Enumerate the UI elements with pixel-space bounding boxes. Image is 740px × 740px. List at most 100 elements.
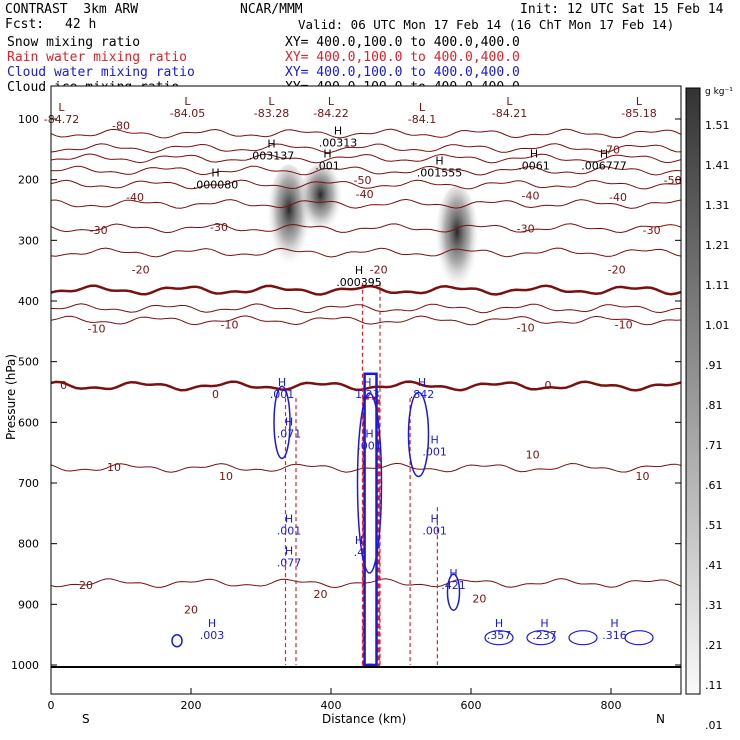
extremum-kind: L [636, 95, 643, 108]
extremum-11: H.0061 [518, 147, 550, 172]
cloud-water-surface-1 [526, 630, 556, 646]
x-tick-label-3: 600 [461, 699, 482, 712]
cloud-water-contour-1 [356, 392, 383, 574]
temperature-contour-11 [51, 380, 681, 392]
extremum-value: -84.05 [170, 107, 205, 120]
y-tick-label-5: 600 [18, 416, 39, 429]
y-tick-label-4: 500 [18, 356, 39, 369]
extremum-value: -84.1 [408, 113, 436, 126]
extremum-12: H.006777 [581, 147, 627, 172]
colorbar-unit: g kg⁻¹ [705, 87, 733, 97]
extremum-value: .00313 [319, 136, 358, 149]
y-tick-label-1: 200 [18, 174, 39, 187]
extremum-kind: H [530, 147, 538, 160]
y-tick-label-3: 400 [18, 295, 39, 308]
colorbar-label-15: .01 [705, 719, 723, 732]
contour-label-6: -40 [522, 190, 540, 203]
temperature-contour-10 [51, 315, 681, 326]
extremum-19: H.001 [357, 428, 382, 453]
colorbar-label-4: 1.11 [705, 279, 730, 292]
contour-label-9: -30 [210, 221, 228, 234]
org-label: NCAR/MMM [240, 2, 303, 17]
x-tick-label-1: 200 [181, 699, 202, 712]
contour-label-16: -10 [221, 318, 239, 331]
contour-label-28: 20 [472, 592, 486, 605]
plot-area [51, 86, 681, 694]
extremum-14: H.000395 [336, 264, 382, 289]
extremum-22: H.077 [277, 545, 302, 570]
temperature-contour-8 [51, 284, 681, 296]
cloud-water-core [363, 372, 378, 667]
contour-label-17: -10 [517, 321, 535, 334]
extremum-26: H.003 [200, 617, 225, 642]
contour-label-29: 20 [184, 603, 198, 616]
extremum-18: H.842 [410, 376, 435, 401]
y-axis-label: Pressure (hPa) [4, 353, 18, 440]
cloud-water-surface-2 [568, 630, 598, 646]
extremum-kind: H [323, 147, 331, 160]
extremum-value: .842 [410, 388, 435, 401]
cloud-water-contour-2 [407, 391, 430, 478]
extremum-value: .001 [315, 159, 340, 172]
x-axis-label: Distance (km) [322, 712, 407, 726]
cloud-water-surface-0 [484, 630, 514, 646]
extremum-4: L-84.1 [408, 101, 436, 126]
temperature-contour-7 [51, 247, 681, 258]
init-time: Init: 12 UTC Sat 15 Feb 14 [520, 2, 724, 17]
extremum-kind: L [419, 101, 426, 114]
extremum-value: -84.21 [492, 107, 527, 120]
extremum-20: H.001 [422, 434, 447, 459]
extremum-value: .001555 [417, 167, 463, 180]
extremum-kind: H [355, 264, 363, 277]
extremum-0: L-84.72 [44, 101, 79, 126]
extremum-value: -85.18 [621, 107, 656, 120]
extremum-value: .357 [487, 629, 512, 642]
colorbar-label-9: .61 [705, 479, 723, 492]
extremum-value: .077 [277, 557, 302, 570]
colorbar-label-3: 1.21 [705, 239, 730, 252]
contour-label-1: -70 [602, 144, 620, 157]
extremum-kind: H [449, 567, 457, 580]
extremum-kind: H [334, 124, 342, 137]
extremum-29: H.316 [602, 617, 627, 642]
colorbar-label-1: 1.41 [705, 159, 730, 172]
extremum-value: .316 [602, 629, 627, 642]
contour-label-2: -50 [354, 174, 372, 187]
extremum-27: H.357 [487, 617, 512, 642]
contour-label-20: 0 [212, 388, 219, 401]
contour-label-4: -40 [126, 191, 144, 204]
extremum-3: L-84.22 [313, 95, 348, 120]
extremum-value: .001 [277, 525, 302, 538]
north-label: N [656, 712, 665, 726]
extremum-value: .0061 [518, 159, 550, 172]
extremum-13: H.000080 [193, 167, 239, 192]
legend-cloud-water-xy: XY= 400.0,100.0 to 400.0,400.0 [285, 65, 520, 80]
extremum-kind: H [285, 513, 293, 526]
colorbar-label-12: .31 [705, 599, 723, 612]
extremum-kind: H [285, 415, 293, 428]
contour-label-12: -20 [132, 264, 150, 277]
colorbar-label-8: .71 [705, 439, 723, 452]
extremum-kind: L [184, 95, 191, 108]
cloud-water-surface-3 [624, 630, 654, 646]
extremum-15: H.001 [270, 376, 295, 401]
extremum-value: .001 [357, 440, 382, 453]
temperature-contour-5 [51, 198, 681, 209]
extremum-value: .001 [422, 525, 447, 538]
extremum-value: .001 [270, 388, 295, 401]
extremum-10: H.001555 [417, 155, 463, 180]
extremum-16: H.071 [277, 415, 302, 440]
extremum-8: H.003137 [249, 138, 295, 163]
extremum-21: H.001 [277, 513, 302, 538]
contour-label-3: -50 [664, 174, 682, 187]
extremum-6: L-85.18 [621, 95, 656, 120]
contour-label-0: -80 [112, 119, 130, 132]
extremum-kind: H [285, 545, 293, 558]
legend-snow: Snow mixing ratio [7, 35, 141, 50]
extremum-17: H1.23 [355, 376, 380, 401]
y-tick-label-9: 1000 [11, 659, 39, 672]
extremum-value: .003137 [249, 150, 295, 163]
extremum-kind: H [418, 376, 426, 389]
temperature-contour-3 [51, 165, 681, 176]
